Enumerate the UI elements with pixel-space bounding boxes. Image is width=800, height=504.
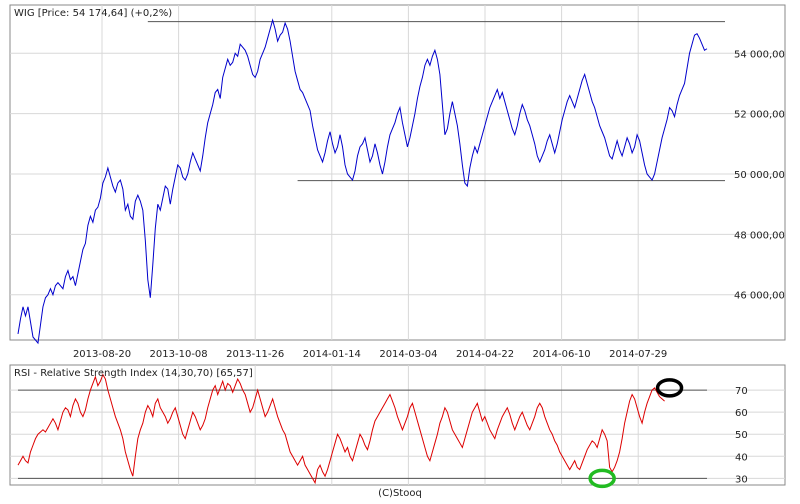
rsi-series-line [17,373,665,485]
price-y-tick-label: 46 000,00 [734,291,785,302]
rsi-level-lines [18,389,707,479]
rsi-panel-frame [9,364,786,486]
x-tick-label: 2014-06-10 [533,349,591,360]
x-tick-label: 2014-04-22 [456,349,514,360]
rsi-black-circle-marker [655,378,684,398]
rsi-y-tick-label: 40 [735,452,748,463]
price-series-line [17,18,708,345]
price-reference-lines [147,21,725,182]
rsi-y-tick-label: 60 [735,408,748,419]
rsi-chart-title: RSI - Relative Strength Index (14,30,70)… [14,368,253,379]
x-tick-label: 2013-11-26 [226,349,284,360]
x-tick-label: 2013-10-08 [150,349,208,360]
price-y-tick-label: 50 000,00 [734,170,785,181]
price-panel-frame [9,4,786,341]
price-y-tick-labels: 46 000,00 48 000,00 50 000,00 52 000,00 54 0… [734,49,785,301]
rsi-y-tick-label: 50 [735,430,748,441]
rsi-y-tick-label: 70 [735,386,748,397]
rsi-annotations [588,378,684,489]
price-chart-title: WIG [Price: 54 174,64] (+0,2%) [14,8,172,19]
x-tick-label: 2014-03-04 [379,349,437,360]
rsi-y-tick-labels: 30 40 50 60 70 [735,386,748,485]
x-tick-labels: 2013-08-20 2013-10-08 2013-11-26 2014-01-14… [73,349,667,360]
x-tick-label: 2014-01-14 [303,349,361,360]
x-tick-label: 2013-08-20 [73,349,131,360]
price-y-tick-label: 52 000,00 [734,110,785,121]
rsi-y-tick-label: 30 [735,474,748,485]
x-tick-label: 2014-07-29 [609,349,667,360]
rsi-green-circle-marker [588,468,616,489]
stooq-credit: (C)Stooq [378,488,422,499]
price-y-tick-label: 48 000,00 [734,230,785,241]
price-gridlines [10,5,785,340]
price-y-tick-label: 54 000,00 [734,49,785,60]
